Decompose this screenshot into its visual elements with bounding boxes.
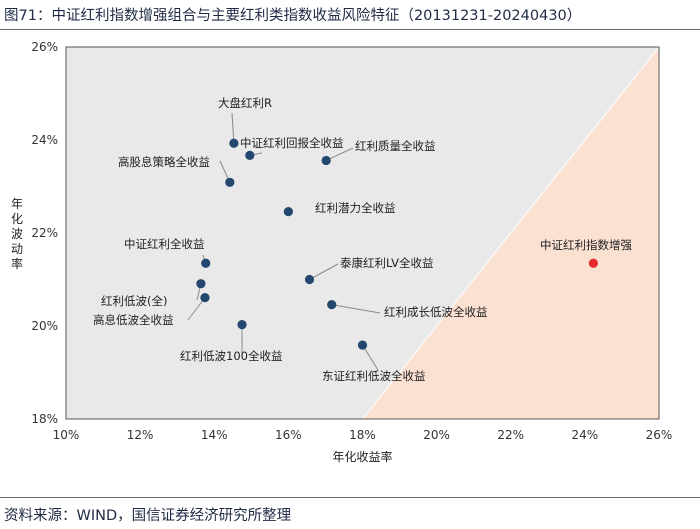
data-point bbox=[304, 274, 315, 285]
data-point bbox=[225, 177, 235, 187]
y-axis-ticks: 18% 20% 22% 24% 26% bbox=[31, 40, 58, 426]
data-point bbox=[588, 258, 598, 268]
leader-line bbox=[231, 112, 235, 144]
x-tick-label: 26% bbox=[646, 428, 673, 442]
point-label: 中证红利全收益 bbox=[124, 237, 205, 251]
point-label: 红利潜力全收益 bbox=[315, 201, 396, 215]
data-point bbox=[245, 150, 255, 160]
point-label: 中证红利指数增强 bbox=[540, 238, 632, 252]
y-tick-label: 26% bbox=[31, 40, 58, 54]
data-point bbox=[200, 293, 210, 303]
leader-line bbox=[331, 304, 381, 314]
point-label: 红利低波(全) bbox=[101, 294, 167, 308]
x-tick-label: 16% bbox=[275, 428, 302, 442]
data-point bbox=[229, 138, 239, 148]
point-label: 红利质量全收益 bbox=[355, 139, 436, 153]
data-point bbox=[357, 340, 368, 350]
data-point bbox=[321, 155, 331, 166]
y-axis-title-char: 波 bbox=[11, 227, 23, 241]
y-axis-title-char: 率 bbox=[11, 256, 23, 271]
data-point bbox=[283, 207, 293, 217]
point-label: 东证红利低波全收益 bbox=[322, 369, 426, 383]
point-label: 红利低波100全收益 bbox=[180, 349, 282, 363]
y-tick-label: 20% bbox=[31, 319, 58, 333]
y-axis-title-char: 化 bbox=[11, 212, 23, 226]
leader-line bbox=[325, 147, 354, 161]
region-upper bbox=[66, 47, 659, 419]
point-label: 泰康红利LV全收益 bbox=[340, 256, 434, 270]
y-axis-title-char: 年 bbox=[11, 197, 23, 211]
point-label: 大盘红利R bbox=[218, 96, 272, 110]
title-divider bbox=[0, 29, 700, 30]
x-axis-title: 年化收益率 bbox=[332, 449, 392, 464]
x-tick-label: 14% bbox=[201, 428, 228, 442]
figure-title: 图71：中证红利指数增强组合与主要红利类指数收益风险特征（20131231-20… bbox=[4, 8, 582, 24]
data-point bbox=[237, 320, 247, 330]
data-point bbox=[196, 279, 206, 289]
leader-line bbox=[362, 344, 379, 371]
data-point bbox=[327, 300, 337, 310]
leader-line bbox=[309, 263, 339, 280]
x-axis-ticks: 10% 12% 14% 16% 18% 20% 22% 24% 26% bbox=[53, 428, 673, 442]
data-points bbox=[196, 138, 598, 350]
point-label: 高息低波全收益 bbox=[93, 313, 174, 327]
x-tick-label: 24% bbox=[572, 428, 599, 442]
point-label: 高股息策略全收益 bbox=[118, 155, 210, 169]
x-tick-label: 10% bbox=[53, 428, 80, 442]
y-tick-label: 22% bbox=[31, 226, 58, 240]
x-tick-label: 22% bbox=[497, 428, 524, 442]
x-tick-label: 18% bbox=[349, 428, 376, 442]
point-label: 红利成长低波全收益 bbox=[384, 305, 488, 319]
diagonal-line bbox=[362, 46, 660, 420]
data-point bbox=[201, 258, 211, 268]
y-tick-label: 18% bbox=[31, 412, 58, 426]
chart-regions bbox=[66, 46, 660, 420]
x-tick-label: 20% bbox=[423, 428, 450, 442]
y-tick-label: 24% bbox=[31, 133, 58, 147]
leader-line bbox=[187, 297, 206, 321]
plot-frame bbox=[65, 46, 660, 420]
footer-divider bbox=[0, 497, 700, 498]
y-axis-title-char: 动 bbox=[11, 242, 23, 256]
x-tick-label: 12% bbox=[127, 428, 154, 442]
point-label: 中证红利回报全收益 bbox=[240, 136, 344, 150]
source-note: 资料来源：WIND，国信证券经济研究所整理 bbox=[4, 508, 292, 524]
